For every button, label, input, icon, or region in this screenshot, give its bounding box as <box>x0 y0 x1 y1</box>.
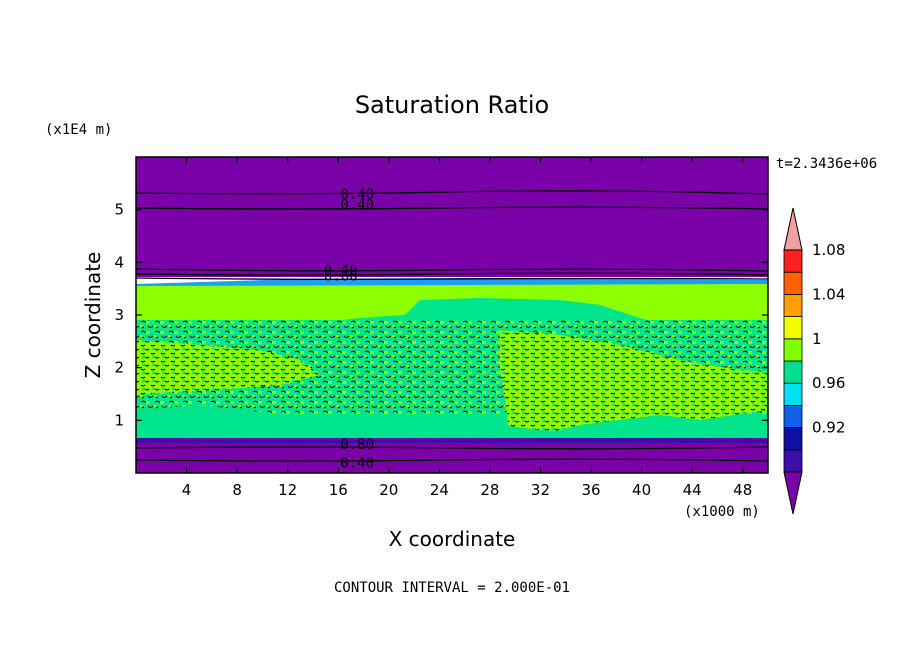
x-tick-label: 28 <box>480 481 499 499</box>
colorbar-swatch <box>783 249 803 273</box>
contour-lines <box>135 190 769 462</box>
colorbar-label: 0.92 <box>812 419 845 437</box>
x-tick-label: 36 <box>581 481 600 499</box>
y-tick-label: 3 <box>114 306 124 324</box>
x-axis-ticks: 4 8 12 16 20 24 28 32 36 40 44 48 <box>182 157 752 499</box>
colorbar-swatch <box>783 316 803 340</box>
x-tick-label: 48 <box>733 481 752 499</box>
x-tick-label: 12 <box>278 481 297 499</box>
x-tick-label: 24 <box>430 481 449 499</box>
x-unit-label: (x1000 m) <box>684 504 760 520</box>
y-axis-label: Z coordinate <box>81 252 105 379</box>
colorbar-swatch <box>783 404 803 428</box>
colorbar: 0.92 0.96 1 1.04 1.08 <box>783 207 845 515</box>
colorbar-swatch <box>783 360 803 384</box>
x-tick-label: 44 <box>683 481 702 499</box>
colorbar-swatch <box>783 427 803 451</box>
contour-label: 0.40 <box>340 197 374 213</box>
contour-label: 0.40 <box>324 263 358 279</box>
x-tick-label: 40 <box>632 481 651 499</box>
time-label: t=2.3436e+06 <box>776 156 877 172</box>
colorbar-swatch <box>783 382 803 406</box>
moist-blob-left <box>136 340 320 395</box>
x-tick-label: 16 <box>329 481 348 499</box>
moist-blob-right <box>500 330 768 438</box>
y-tick-label: 4 <box>114 253 124 271</box>
x-tick-label: 20 <box>379 481 398 499</box>
y-unit-label: (x1E4 m) <box>45 122 112 138</box>
cloud-base-edge <box>136 438 768 443</box>
colorbar-label: 1.08 <box>812 241 845 259</box>
plot-area: 0.400.400.400.600.800.40 <box>135 156 769 474</box>
colorbar-arrow-high <box>783 207 803 251</box>
colorbar-label: 1 <box>812 330 822 348</box>
colorbar-swatch <box>783 449 803 473</box>
contour-label: 0.40 <box>340 455 374 471</box>
colorbar-swatch <box>783 293 803 317</box>
x-axis-label: X coordinate <box>389 527 516 551</box>
y-tick-label: 1 <box>114 411 124 429</box>
colorbar-label: 1.04 <box>812 285 845 303</box>
contour-labels: 0.400.400.400.600.800.40 <box>324 187 374 472</box>
moist-bottom-band <box>136 405 768 438</box>
lower-dry-region <box>136 438 768 473</box>
upper-dry-region <box>136 157 768 277</box>
y-tick-label: 2 <box>114 359 124 377</box>
colorbar-label: 0.96 <box>812 374 845 392</box>
y-axis-ticks: 1 2 3 4 5 <box>114 201 768 429</box>
cloud-top-edge <box>136 278 768 286</box>
x-tick-label: 32 <box>531 481 550 499</box>
colorbar-arrow-low <box>783 471 803 515</box>
contour-label: 0.80 <box>340 437 374 453</box>
y-tick-label: 5 <box>114 201 124 219</box>
colorbar-swatch <box>783 338 803 362</box>
chart-title: Saturation Ratio <box>355 91 549 119</box>
contour-label: 0.60 <box>324 269 358 285</box>
colorbar-swatch <box>783 271 803 295</box>
contour-label: 0.40 <box>340 187 374 203</box>
x-tick-label: 8 <box>232 481 242 499</box>
x-tick-label: 4 <box>182 481 192 499</box>
contour-interval-label: CONTOUR INTERVAL = 2.000E-01 <box>334 580 570 596</box>
